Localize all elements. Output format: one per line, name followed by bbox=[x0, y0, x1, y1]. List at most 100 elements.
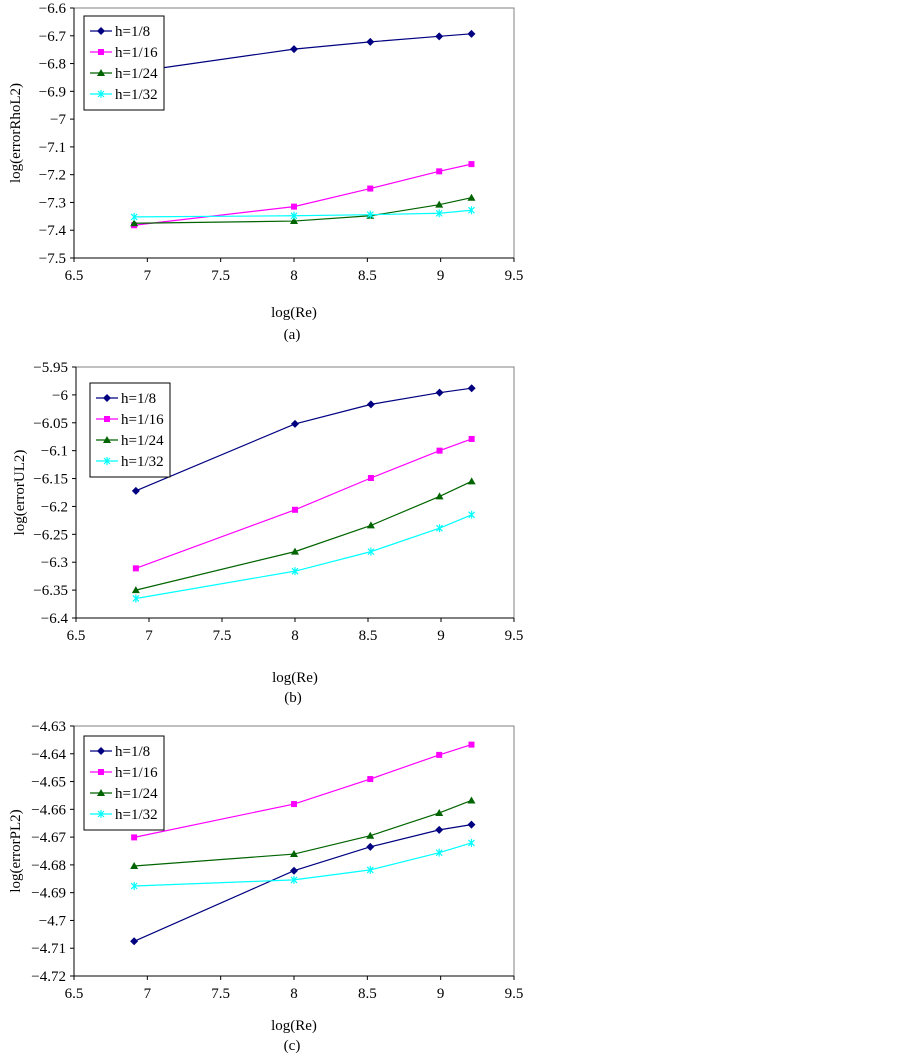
chart-c-data-point bbox=[290, 866, 298, 875]
chart-b-data-point bbox=[132, 594, 140, 603]
chart-c-data-point bbox=[290, 850, 298, 858]
chart-c-data-point bbox=[467, 796, 476, 804]
chart-b-series-line bbox=[135, 514, 472, 600]
chart-a-x-tick-label: 8 bbox=[290, 268, 298, 284]
chart-b-data-point bbox=[131, 586, 140, 594]
chart-c-y-tick-label: −4.72 bbox=[31, 969, 66, 985]
chart-a-data-point bbox=[468, 206, 475, 215]
chart-a-y-tick-label: −7.4 bbox=[39, 223, 67, 239]
chart-b-svg: −5.95 −6 −6.05 −6.1 −6.15 −6.2 −6.25 −6.3 −6.35 −… bbox=[12, 360, 523, 706]
chart-a-data-point bbox=[467, 193, 476, 201]
chart-c-data-point bbox=[436, 751, 443, 758]
chart-b-legend-swatch-marker bbox=[103, 436, 111, 443]
chart-b-data-point bbox=[468, 510, 476, 519]
chart-c-legend-label: h=1/24 bbox=[115, 786, 158, 802]
chart-c-data-point bbox=[467, 820, 476, 829]
chart-a-x-tick-label: 6.5 bbox=[65, 268, 84, 284]
chart-a-legend-swatch-marker bbox=[97, 69, 105, 76]
chart-b-y-tick-label: −5.95 bbox=[33, 360, 68, 376]
chart-a-y-tick-label: −7 bbox=[50, 112, 66, 128]
chart-b-data-point bbox=[435, 492, 444, 500]
chart-c-series-1 bbox=[131, 741, 475, 841]
chart-b-y-tick-label: −6.05 bbox=[33, 416, 68, 432]
chart-b-series-line bbox=[135, 387, 472, 492]
chart-b-x-tick-label: 6.5 bbox=[67, 628, 86, 644]
chart-c-x-tick-label: 6.5 bbox=[65, 986, 84, 1002]
chart-a-x-tick-label: 7.5 bbox=[211, 268, 230, 284]
chart-a-legend-box bbox=[83, 15, 165, 111]
chart-b-data-point bbox=[292, 506, 298, 513]
chart-c-y-tick-label: −4.65 bbox=[31, 775, 66, 791]
chart-a-data-point bbox=[290, 45, 298, 54]
chart-c-data-point bbox=[435, 825, 444, 834]
chart-b-legend-swatch-marker bbox=[103, 394, 111, 402]
chart-c-series-line bbox=[134, 799, 472, 867]
chart-a-x-tick-label: 7 bbox=[144, 268, 152, 284]
chart-b-y-axis-label: log(errorUL2) bbox=[12, 450, 28, 536]
chart-b-caption: (b) bbox=[284, 690, 302, 706]
chart-a-legend-swatch-marker bbox=[98, 49, 104, 55]
chart-c-data-point bbox=[366, 865, 374, 874]
chart-a-data-point bbox=[436, 168, 443, 175]
chart-b-data-point bbox=[132, 565, 139, 572]
chart-c-series-line bbox=[134, 842, 472, 887]
chart-c-data-point bbox=[130, 882, 138, 890]
chart-a-y-tick-label: −7.3 bbox=[39, 195, 66, 211]
chart-c-y-tick-label: −4.63 bbox=[31, 719, 66, 735]
chart-a-data-point bbox=[130, 212, 138, 221]
chart-b-legend: h=1/8 h=1/16 h=1/24 h=1/32 bbox=[89, 382, 171, 478]
chart-a-data-point bbox=[130, 219, 139, 227]
chart-c-data-point bbox=[366, 831, 375, 839]
chart-panel-b: −5.95 −6 −6.05 −6.1 −6.15 −6.2 −6.25 −6.3 −6.35 −… bbox=[0, 355, 902, 710]
chart-c-series-3 bbox=[130, 838, 475, 890]
chart-a-y-tick-label: −6.7 bbox=[39, 29, 67, 45]
chart-c-legend-label: h=1/8 bbox=[115, 744, 150, 760]
chart-c-x-tick-label: 8.5 bbox=[358, 986, 377, 1002]
chart-b-data-point bbox=[468, 435, 475, 442]
chart-c-data-point bbox=[435, 808, 444, 816]
chart-a-series-0 bbox=[130, 29, 476, 76]
chart-a-y-tick-label: −7.2 bbox=[39, 168, 66, 184]
chart-b-data-point bbox=[467, 477, 476, 485]
chart-c-data-point bbox=[468, 741, 475, 748]
chart-c-y-tick-label: −4.7 bbox=[39, 913, 67, 929]
chart-c-legend-swatch-marker bbox=[98, 769, 104, 775]
chart-c-x-tick-label: 7.5 bbox=[211, 986, 230, 1002]
chart-b-data-point bbox=[131, 486, 140, 495]
chart-a-series-2 bbox=[130, 193, 476, 227]
chart-c-legend-swatch-marker bbox=[97, 810, 105, 818]
chart-a-x-tick-label: 8.5 bbox=[358, 268, 377, 284]
chart-c-data-point bbox=[131, 834, 138, 841]
chart-a-series-3 bbox=[130, 206, 475, 221]
chart-a-y-axis-label: log(errorRhoL2) bbox=[8, 83, 24, 183]
chart-b-series-2 bbox=[131, 477, 476, 594]
chart-c-legend: h=1/8 h=1/16 h=1/24 h=1/32 bbox=[83, 735, 165, 831]
chart-b-data-point bbox=[436, 447, 443, 454]
chart-b-series-3 bbox=[132, 510, 476, 603]
chart-panel-a: −6.6 −6.7 −6.8 −6.9 −7 −7.1 −7.2 −7.3 −7.4 −7.5 6.… bbox=[0, 0, 902, 350]
chart-c-y-axis-label: log(errorPL2) bbox=[8, 809, 24, 892]
chart-a-x-tick-label: 9.5 bbox=[505, 268, 524, 284]
chart-a-y-tick-label: −7.5 bbox=[39, 251, 66, 267]
chart-b-legend-label: h=1/16 bbox=[121, 412, 164, 428]
chart-a-y-tick-label: −7.1 bbox=[39, 140, 66, 156]
chart-a-caption: (a) bbox=[284, 327, 301, 343]
chart-c-y-tick-label: −4.68 bbox=[31, 858, 66, 874]
chart-b-y-tick-label: −6.25 bbox=[33, 527, 68, 543]
chart-c-data-point bbox=[130, 937, 139, 946]
chart-a-legend-label: h=1/32 bbox=[115, 87, 158, 103]
chart-b-series-1 bbox=[132, 435, 475, 572]
chart-b-x-tick-label: 7.5 bbox=[213, 628, 232, 644]
chart-a-data-point bbox=[468, 161, 475, 168]
chart-a-legend-label: h=1/8 bbox=[115, 24, 150, 40]
chart-b-y-tick-label: −6.1 bbox=[41, 444, 68, 460]
chart-b-y-tick-label: −6.35 bbox=[33, 583, 68, 599]
chart-b-series-0 bbox=[131, 384, 476, 495]
chart-c-data-point bbox=[468, 838, 475, 847]
chart-c-y-tick-label: −4.71 bbox=[31, 941, 66, 957]
chart-c-x-axis-label: log(Re) bbox=[271, 1018, 317, 1034]
chart-a-data-point bbox=[467, 29, 476, 38]
chart-a-x-axis-label: log(Re) bbox=[271, 305, 317, 321]
chart-c-series-line bbox=[133, 824, 472, 942]
chart-c-series-2 bbox=[130, 796, 476, 869]
